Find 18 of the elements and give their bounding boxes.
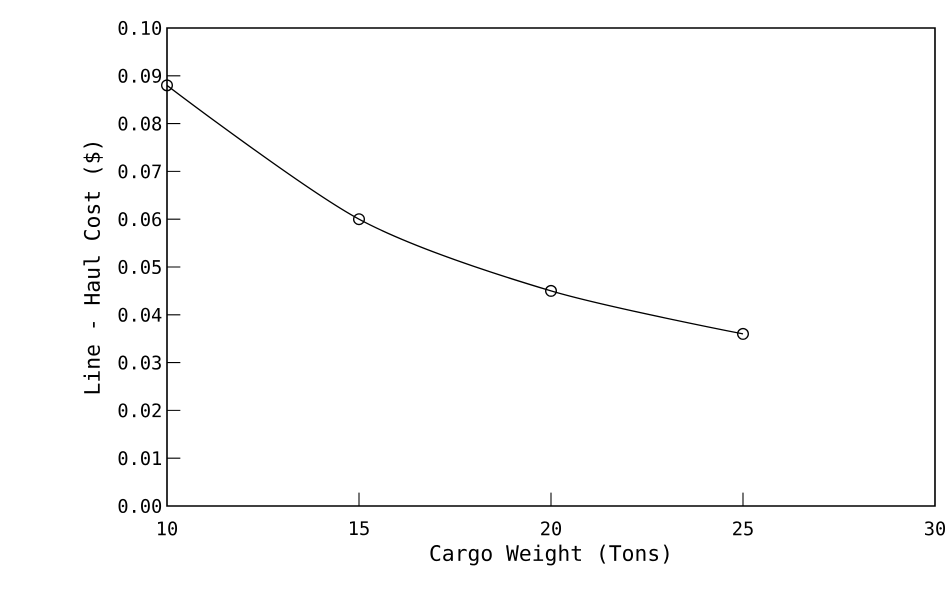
y-tick-label: 0.10 xyxy=(118,20,162,36)
y-tick-label: 0.01 xyxy=(118,451,162,466)
y-tick-label: 0.07 xyxy=(118,164,161,178)
x-tick-label: 10 xyxy=(158,521,178,536)
y-tick-label: 0.05 xyxy=(118,260,161,274)
y-tick-label: 0.02 xyxy=(118,403,161,418)
y-tick-label: 0.03 xyxy=(118,356,161,370)
x-tick-label: 15 xyxy=(350,521,369,536)
y-tick-label: 0.09 xyxy=(118,68,162,83)
y-tick-label: 0.08 xyxy=(118,116,162,131)
y-axis-title: Line - Haul Cost ($) xyxy=(83,143,103,394)
x-tick-label: 25 xyxy=(733,521,753,536)
y-tick-label: 0.06 xyxy=(118,212,162,226)
x-axis-title: Cargo Weight (Tons) xyxy=(430,544,669,566)
x-tick-label: 20 xyxy=(541,521,562,536)
x-tick-label: 30 xyxy=(925,521,946,536)
y-tick-label: 0.04 xyxy=(118,308,162,322)
y-tick-label: 0.00 xyxy=(118,498,162,514)
